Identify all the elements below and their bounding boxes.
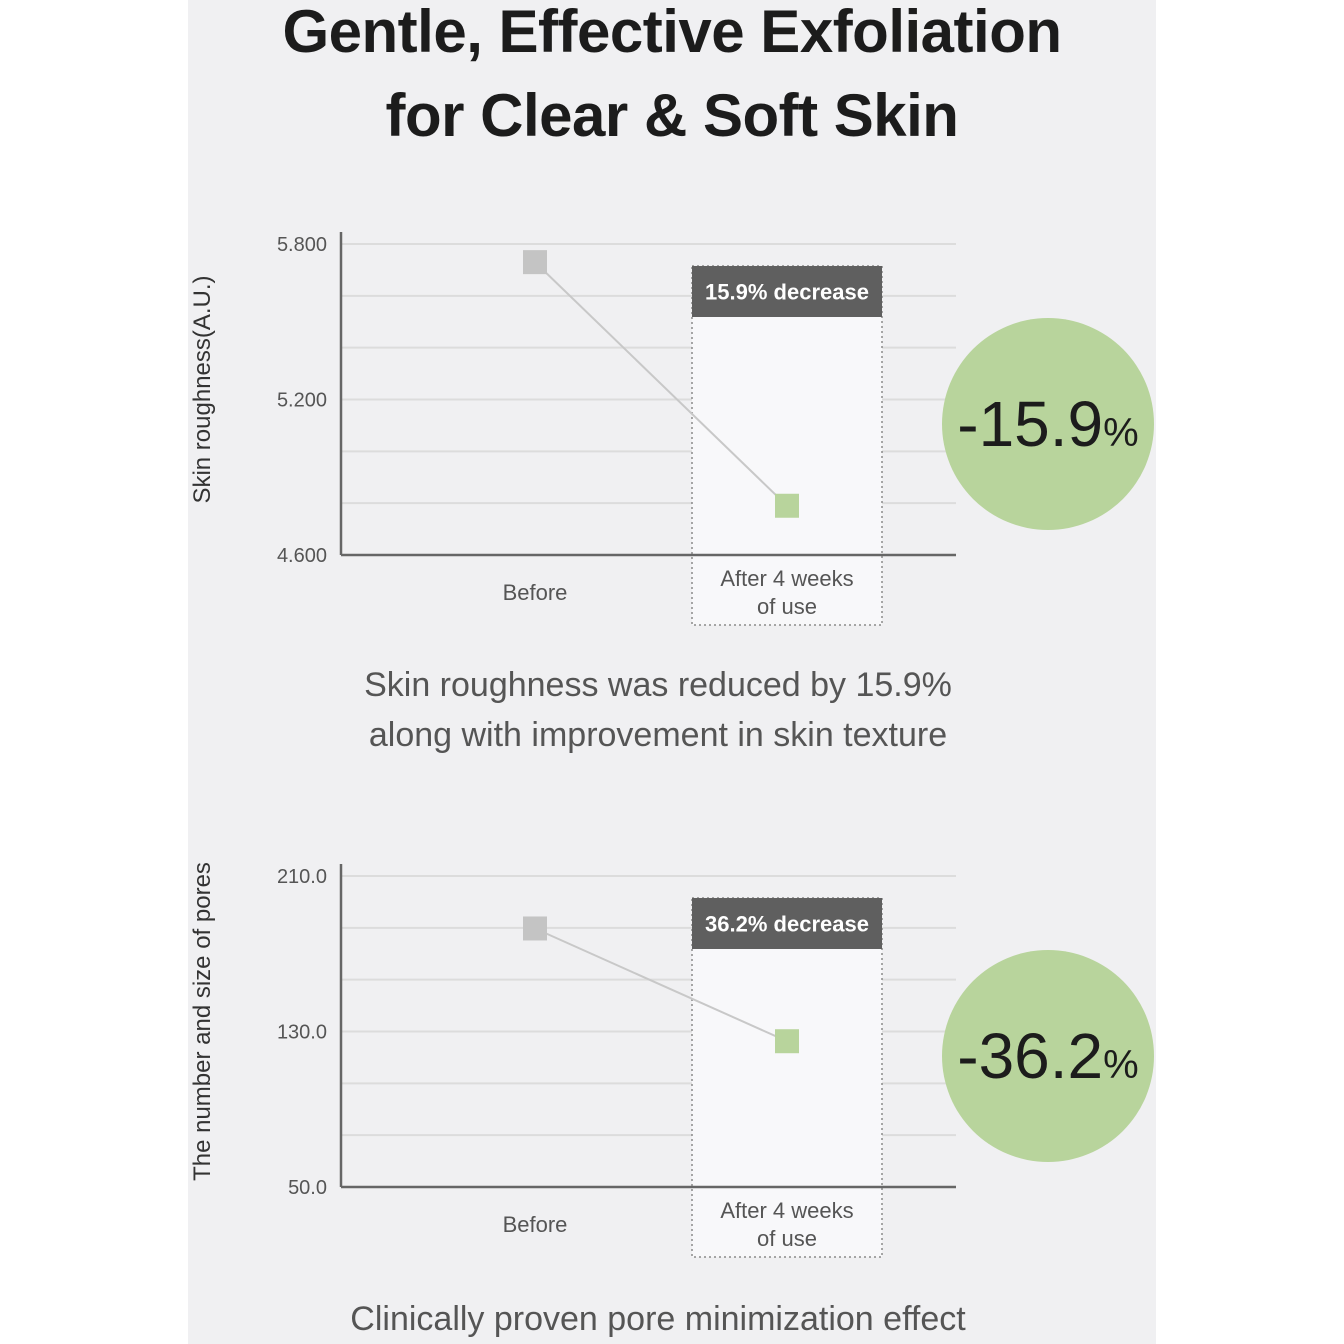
page-title: Gentle, Effective Exfoliation for Clear … bbox=[188, 0, 1156, 158]
before-marker bbox=[523, 250, 547, 275]
highlight-box bbox=[691, 897, 883, 1258]
percent-badge-unit: % bbox=[1103, 1043, 1139, 1087]
y-tick-label: 130.0 bbox=[277, 1022, 327, 1044]
x-category-label: Before bbox=[503, 1212, 568, 1237]
x-category-label: of use bbox=[757, 594, 817, 619]
after-marker bbox=[775, 1029, 799, 1054]
y-tick-label: 4.600 bbox=[277, 545, 327, 567]
y-axis-title: Skin roughness(A.U.) bbox=[189, 275, 216, 503]
percent-badge bbox=[942, 950, 1154, 1162]
before-marker bbox=[523, 916, 547, 941]
decrease-label: 36.2% decrease bbox=[705, 912, 869, 937]
skin-roughness-chart: 15.9% decrease 5.800 5.200 4.600 Skin roughn… bbox=[189, 232, 1154, 626]
title-line-2: for Clear & Soft Skin bbox=[385, 82, 959, 149]
percent-badge-label: -15.9% bbox=[957, 388, 1138, 460]
roughness-caption-line-1: Skin roughness was reduced by 15.9% bbox=[364, 666, 952, 704]
y-tick-label: 210.0 bbox=[277, 866, 327, 888]
pore-size-chart: 36.2% decrease 210.0 130.0 50.0 The number a… bbox=[189, 862, 1154, 1258]
roughness-caption: Skin roughness was reduced by 15.9% alon… bbox=[188, 660, 1128, 760]
percent-badge-value: -36.2 bbox=[957, 1020, 1103, 1092]
after-marker bbox=[775, 493, 799, 518]
decrease-label: 15.9% decrease bbox=[705, 280, 869, 305]
percent-badge bbox=[942, 318, 1154, 530]
y-tick-label: 5.800 bbox=[277, 234, 327, 256]
x-category-label: Before bbox=[503, 580, 568, 605]
y-tick-label: 50.0 bbox=[288, 1177, 327, 1199]
decrease-label-box bbox=[692, 266, 882, 317]
x-category-label: of use bbox=[757, 1226, 817, 1251]
percent-badge-label: -36.2% bbox=[957, 1020, 1138, 1092]
y-axis-title: The number and size of pores bbox=[189, 862, 216, 1181]
x-category-label: After 4 weeks bbox=[720, 1198, 853, 1223]
series-line bbox=[534, 927, 788, 1043]
roughness-caption-line-2: along with improvement in skin texture bbox=[368, 716, 948, 754]
y-tick-label: 5.200 bbox=[277, 390, 327, 412]
percent-badge-value: -15.9 bbox=[957, 388, 1103, 460]
x-category-label: After 4 weeks bbox=[720, 566, 853, 591]
series-line bbox=[534, 261, 788, 507]
pore-caption: Clinically proven pore minimization effe… bbox=[188, 1294, 1128, 1344]
decrease-label-box bbox=[692, 898, 882, 949]
title-line-1: Gentle, Effective Exfoliation bbox=[282, 0, 1062, 65]
percent-badge-unit: % bbox=[1103, 411, 1139, 455]
pore-caption-line-1: Clinically proven pore minimization effe… bbox=[350, 1300, 966, 1338]
